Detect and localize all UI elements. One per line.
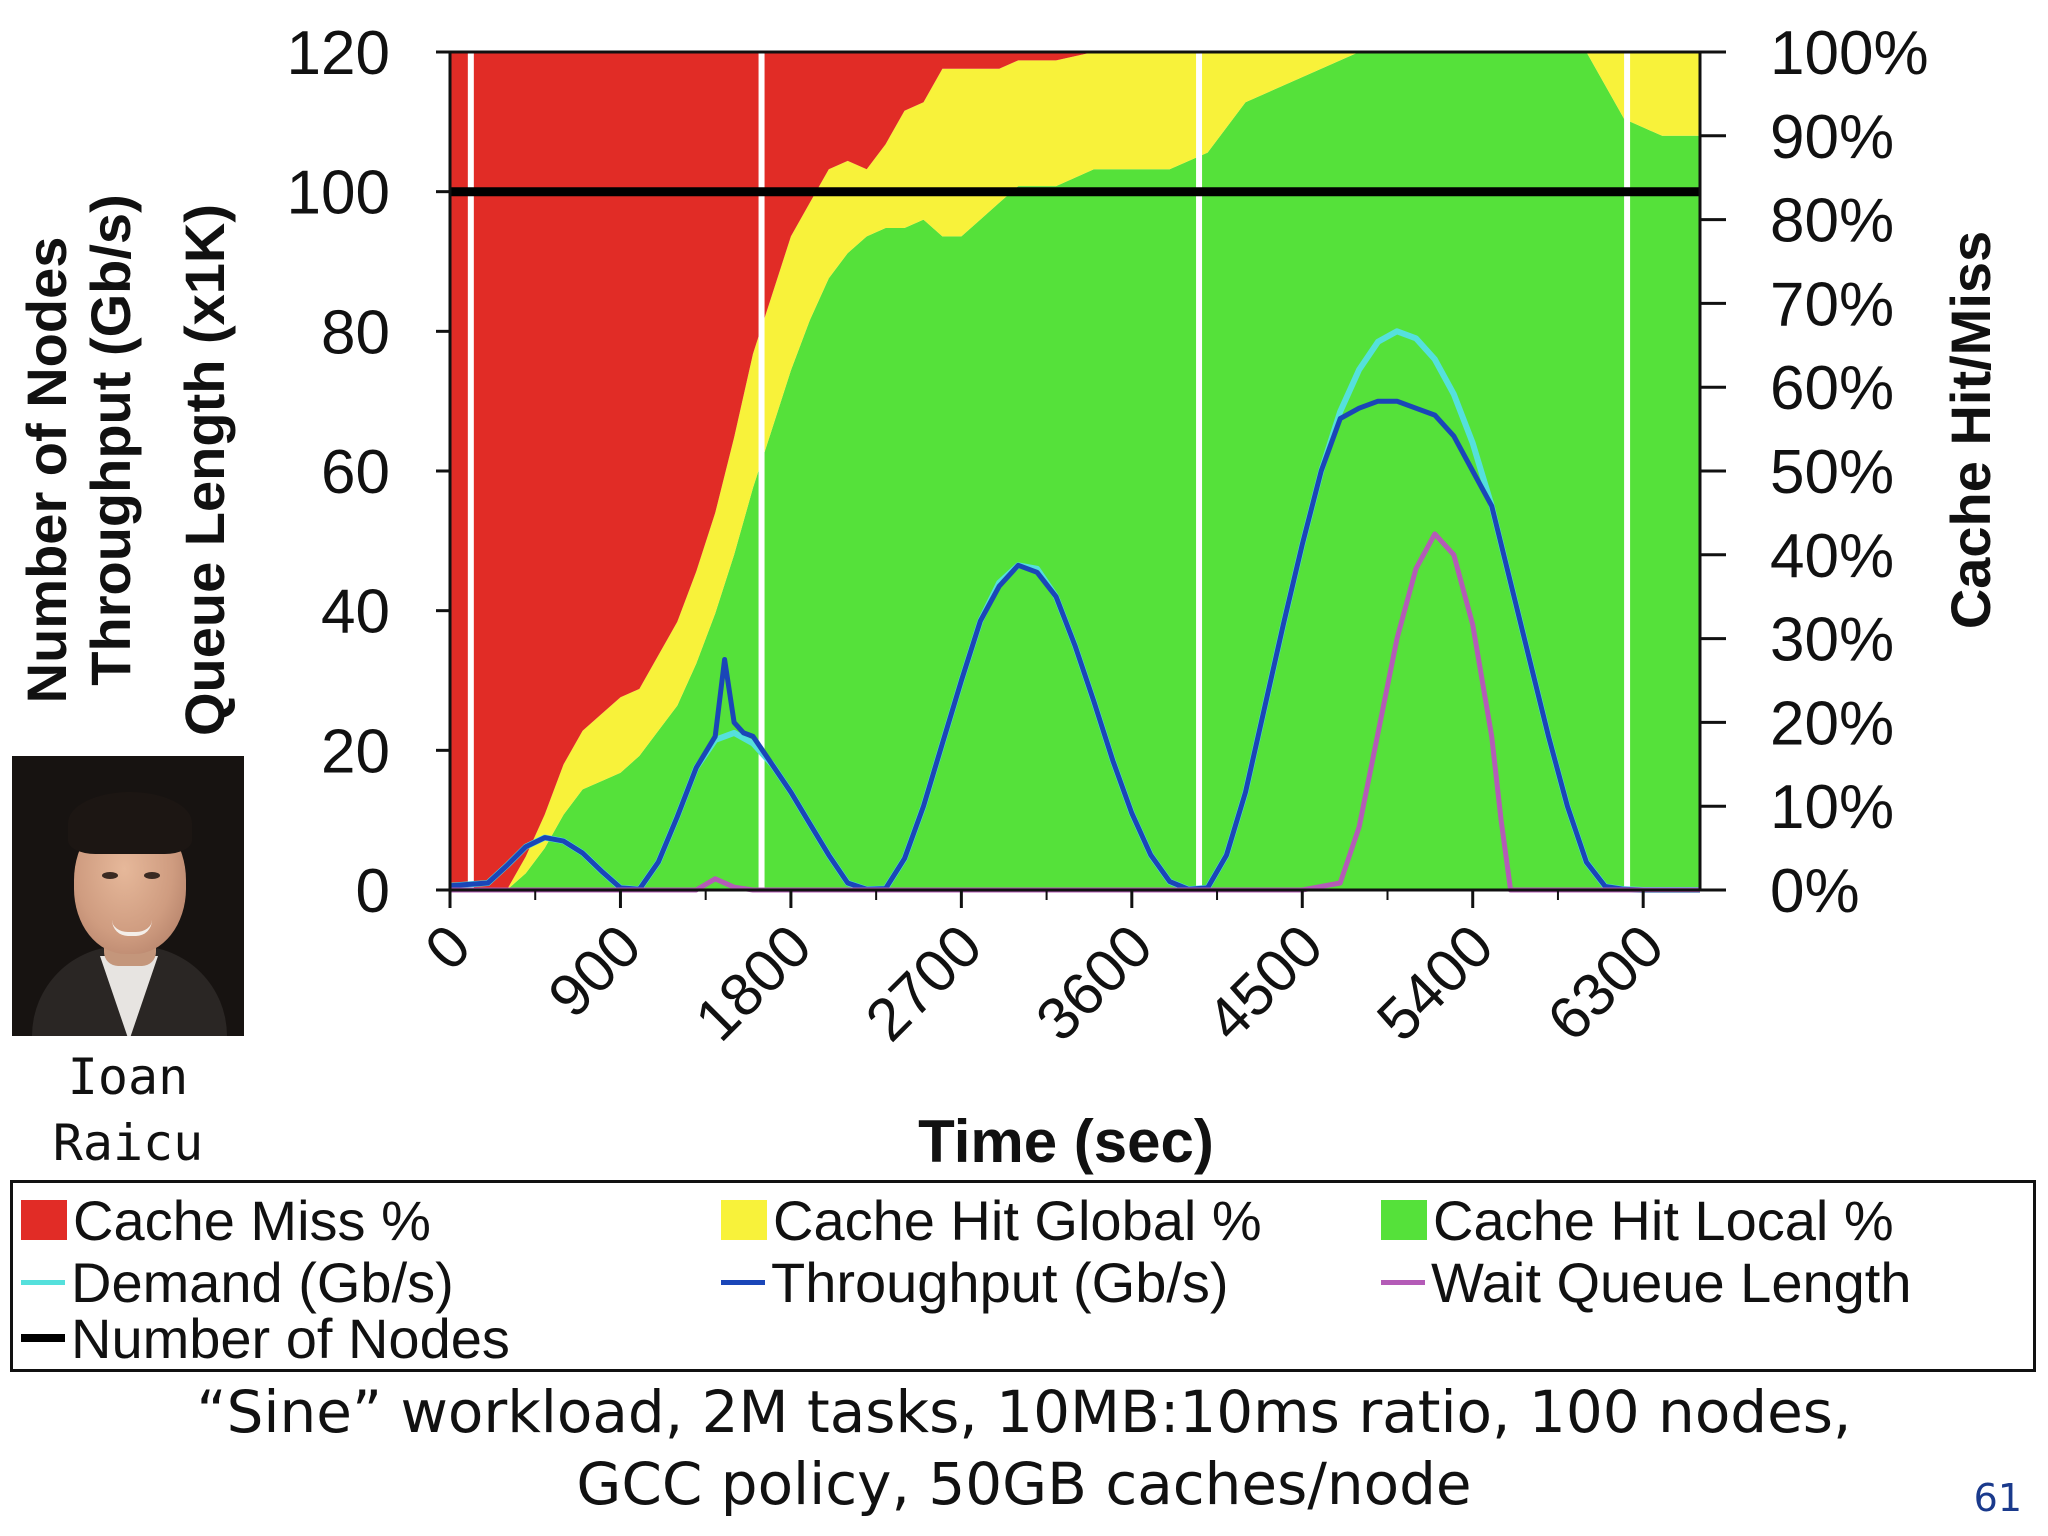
x-tick-label-3600: 3600: [1023, 912, 1165, 1054]
y-tick-label-100: 100: [287, 159, 390, 228]
page-number: 61: [1973, 1476, 2022, 1520]
legend-label-wait-queue: Wait Queue Length: [1431, 1250, 1912, 1314]
wait-queue-line: [450, 531, 1700, 893]
legend-label-cache-hit-global: Cache Hit Global %: [773, 1188, 1262, 1252]
photo-hair: [68, 792, 192, 854]
legend-item-cache-miss: Cache Miss %: [21, 1188, 431, 1252]
legend-label-demand: Demand (Gb/s): [71, 1250, 454, 1314]
num-nodes-line-swatch: [21, 1334, 65, 1342]
y-right-tick-label-0: 0%: [1770, 857, 1860, 926]
y-right-tick-label-40: 40%: [1770, 522, 1894, 591]
x-axis-title: Time (sec): [918, 1108, 1214, 1175]
cache-hit-global-swatch: [721, 1200, 767, 1240]
y-right-tick-label-60: 60%: [1770, 354, 1894, 423]
y-tick-label-80: 80: [321, 298, 390, 367]
legend-label-throughput: Throughput (Gb/s): [771, 1250, 1229, 1314]
presenter-first-name: Ioan: [67, 1048, 189, 1106]
wait-queue-line-swatch: [1381, 1279, 1425, 1285]
legend-item-wait-queue: Wait Queue Length: [1381, 1250, 1912, 1314]
y-axis-title-line3: Queue Length (x1K): [173, 204, 236, 736]
y-axis-title-line1: Number of Nodes: [15, 237, 78, 704]
axis-titles: Number of Nodes Throughput (Gb/s) Queue …: [15, 194, 2002, 1175]
y-right-axis-title: Cache Hit/Miss: [1939, 231, 2002, 629]
y-right-tick-label-10: 10%: [1770, 773, 1894, 842]
photo-smile: [112, 920, 152, 936]
caption-line-2: GCC policy, 50GB caches/node: [576, 1450, 1472, 1518]
y-right-tick-label-30: 30%: [1770, 606, 1894, 675]
y-tick-label-20: 20: [321, 717, 390, 786]
stacked-areas: [450, 52, 1700, 890]
y-tick-label-60: 60: [321, 438, 390, 507]
y-right-tick-label-80: 80%: [1770, 187, 1894, 256]
y-right-tick-label-100: 100%: [1770, 19, 1929, 88]
y-tick-label-120: 120: [287, 19, 390, 88]
legend-item-num-nodes: Number of Nodes: [21, 1306, 510, 1370]
caption-line-1: “Sine” workload, 2M tasks, 10MB:10ms rat…: [196, 1378, 1852, 1446]
photo-eye-left: [102, 872, 118, 879]
x-tick-label-900: 900: [535, 912, 653, 1030]
cache-miss-swatch: [21, 1200, 67, 1240]
slide-caption: “Sine” workload, 2M tasks, 10MB:10ms rat…: [0, 1376, 2048, 1520]
y-right-tick-label-70: 70%: [1770, 270, 1894, 339]
legend-item-demand: Demand (Gb/s): [21, 1250, 454, 1314]
x-tick-label-4500: 4500: [1194, 912, 1336, 1054]
photo-eye-right: [144, 872, 160, 879]
presenter-photo: [12, 756, 244, 1036]
x-tick-label-0: 0: [412, 912, 483, 983]
legend-item-throughput: Throughput (Gb/s): [721, 1250, 1229, 1314]
series-lines: [449, 187, 1700, 893]
y-tick-label-0: 0: [356, 857, 390, 926]
legend: Cache Miss % Cache Hit Global % Cache Hi…: [10, 1180, 2036, 1372]
x-tick-label-1800: 1800: [682, 912, 824, 1054]
x-tick-label-6300: 6300: [1535, 912, 1677, 1054]
legend-item-cache-hit-global: Cache Hit Global %: [721, 1188, 1262, 1252]
x-tick-label-5400: 5400: [1364, 912, 1506, 1054]
y-right-tick-label-20: 20%: [1770, 689, 1894, 758]
legend-label-cache-hit-local: Cache Hit Local %: [1433, 1188, 1894, 1252]
legend-label-cache-miss: Cache Miss %: [73, 1188, 431, 1252]
y-tick-label-40: 40: [321, 578, 390, 647]
y-axis-title-line2: Throughput (Gb/s): [79, 194, 142, 685]
demand-line-swatch: [21, 1279, 65, 1285]
cache-hit-local-swatch: [1381, 1200, 1427, 1240]
legend-item-cache-hit-local: Cache Hit Local %: [1381, 1188, 1894, 1252]
presenter-name: Ioan Raicu: [12, 1044, 244, 1176]
presenter-last-name: Raicu: [52, 1114, 204, 1172]
y-right-tick-label-50: 50%: [1770, 438, 1894, 507]
y-right-tick-label-90: 90%: [1770, 103, 1894, 172]
throughput-line-swatch: [721, 1279, 765, 1285]
x-tick-label-2700: 2700: [853, 912, 995, 1054]
throughput-line: [449, 398, 1644, 893]
legend-label-num-nodes: Number of Nodes: [71, 1306, 510, 1370]
